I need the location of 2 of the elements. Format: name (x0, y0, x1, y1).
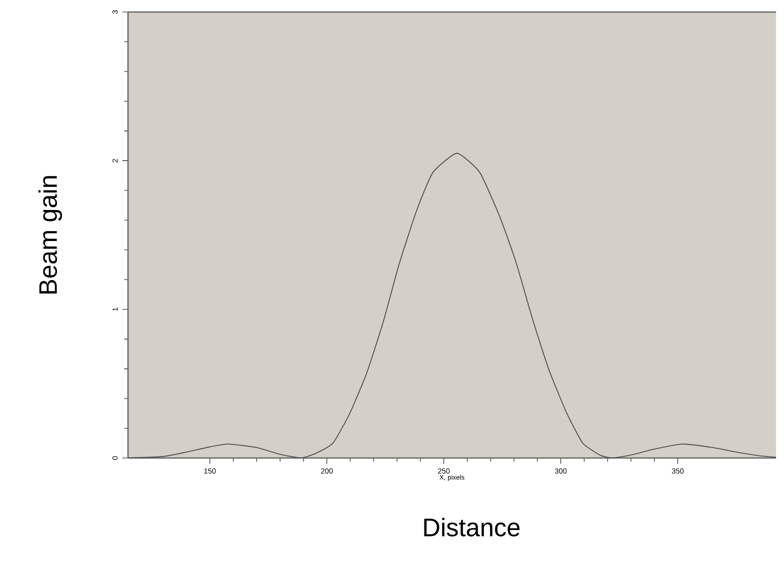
y-axis-title: Beam gain (38, 176, 62, 294)
text: Distance (424, 518, 520, 536)
